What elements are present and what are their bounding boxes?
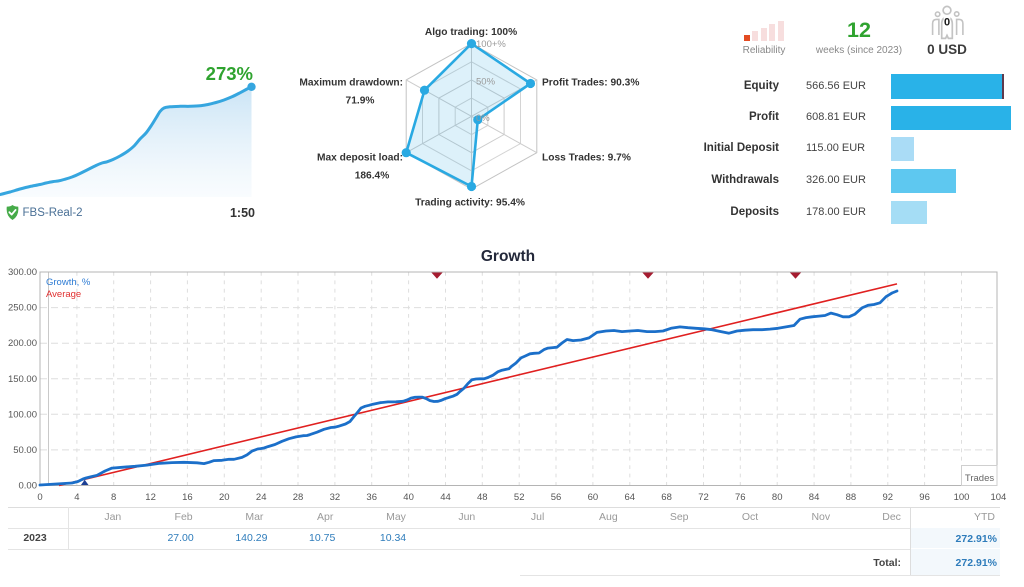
svg-text:50.00: 50.00 (13, 445, 37, 456)
svg-text:40: 40 (403, 492, 414, 503)
svg-text:68: 68 (661, 492, 672, 503)
svg-text:76: 76 (735, 492, 746, 503)
svg-text:0: 0 (944, 16, 950, 28)
svg-text:0%: 0% (476, 113, 490, 124)
svg-text:Loss Trades: 9.7%: Loss Trades: 9.7% (542, 153, 631, 164)
svg-text:71.9%: 71.9% (346, 96, 375, 107)
svg-text:28: 28 (293, 492, 304, 503)
svg-text:12: 12 (145, 492, 156, 503)
svg-text:Maximum drawdown:: Maximum drawdown: (299, 78, 403, 89)
svg-text:92: 92 (883, 492, 894, 503)
svg-text:60: 60 (588, 492, 599, 503)
svg-text:200.00: 200.00 (8, 338, 37, 349)
svg-text:64: 64 (625, 492, 636, 503)
svg-text:32: 32 (330, 492, 341, 503)
svg-text:56: 56 (551, 492, 562, 503)
svg-text:300.00: 300.00 (8, 267, 37, 278)
svg-text:72: 72 (698, 492, 709, 503)
svg-text:250.00: 250.00 (8, 303, 37, 314)
svg-text:Average: Average (46, 289, 81, 300)
svg-text:48: 48 (477, 492, 488, 503)
svg-text:Profit Trades: 90.3%: Profit Trades: 90.3% (542, 78, 639, 89)
svg-text:100+%: 100+% (476, 39, 506, 50)
svg-text:44: 44 (440, 492, 451, 503)
svg-text:80: 80 (772, 492, 783, 503)
svg-text:0.00: 0.00 (19, 481, 38, 492)
svg-text:20: 20 (219, 492, 230, 503)
svg-text:96: 96 (919, 492, 930, 503)
svg-text:Max deposit load:: Max deposit load: (317, 153, 403, 164)
svg-text:100.00: 100.00 (8, 409, 37, 420)
svg-text:4: 4 (74, 492, 79, 503)
svg-text:150.00: 150.00 (8, 374, 37, 385)
svg-text:Trades: Trades (965, 473, 994, 484)
svg-text:Trading activity: 95.4%: Trading activity: 95.4% (415, 198, 525, 209)
svg-text:Growth, %: Growth, % (46, 277, 91, 288)
svg-text:36: 36 (366, 492, 377, 503)
svg-text:50%: 50% (476, 77, 496, 88)
svg-text:16: 16 (182, 492, 193, 503)
svg-text:104: 104 (990, 492, 1006, 503)
svg-text:84: 84 (809, 492, 820, 503)
svg-text:88: 88 (846, 492, 857, 503)
svg-text:Algo trading: 100%: Algo trading: 100% (425, 27, 517, 38)
svg-text:186.4%: 186.4% (355, 171, 390, 182)
svg-text:100: 100 (954, 492, 970, 503)
svg-text:8: 8 (111, 492, 116, 503)
svg-text:0: 0 (37, 492, 42, 503)
svg-text:52: 52 (514, 492, 525, 503)
svg-text:24: 24 (256, 492, 267, 503)
